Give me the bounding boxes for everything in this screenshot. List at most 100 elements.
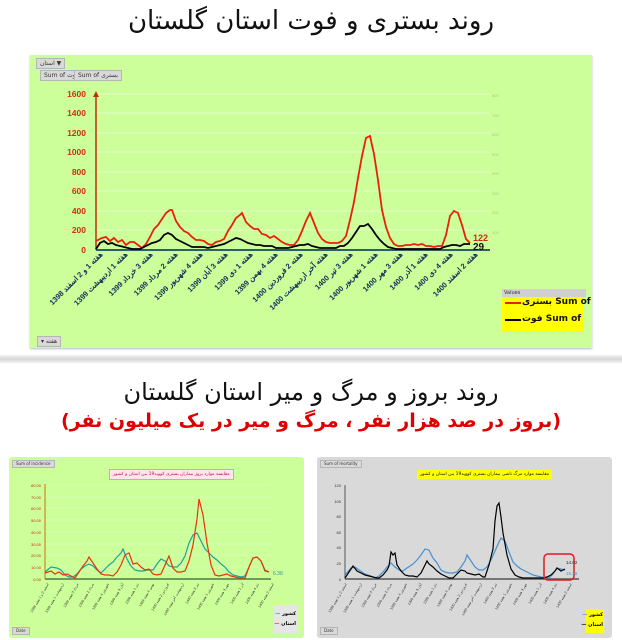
incidence-end-label: 6.38 <box>273 571 283 577</box>
y-axis-labels: 1600 1400 1200 1000 800 600 400 200 0 <box>67 89 86 255</box>
svg-text:1399 مرداد 2 هفته: 1399 مرداد 2 هفته <box>375 582 393 608</box>
svg-text:1400: 1400 <box>67 108 86 118</box>
mortality-date-chip[interactable]: Date <box>320 627 338 635</box>
deaths-line <box>95 222 470 250</box>
secondary-y-axis-labels: 800 700 600 500 400 300 200 100 <box>492 93 499 235</box>
svg-text:800: 800 <box>492 93 499 98</box>
svg-text:400: 400 <box>72 206 86 216</box>
svg-text:1399 دی 1 هفته: 1399 دی 1 هفته <box>423 582 438 605</box>
hospitalization-death-chart: استان ▼ Sum of فوت Sum of بستری ▾ هفته 1… <box>30 55 592 348</box>
svg-text:1399 مرداد 2 هفته: 1399 مرداد 2 هفته <box>77 582 95 608</box>
svg-text:1400 دی 4 هفته: 1400 دی 4 هفته <box>543 582 558 605</box>
svg-text:1600: 1600 <box>67 89 86 99</box>
svg-text:1399 شهریور 4 هفته: 1399 شهریور 4 هفته <box>389 582 408 611</box>
svg-text:1200: 1200 <box>67 128 86 138</box>
province-incidence-line <box>44 498 270 579</box>
mortality-plot: 120 100 80 60 40 20 0 14.02 15.38 1398 اسفند … <box>327 483 579 616</box>
svg-text:300: 300 <box>492 191 499 196</box>
incidence-x-labels: 1398 اسفند 2 و 1 هفته 1399 اردیبهشت 1 هف… <box>29 581 275 616</box>
svg-text:1400 مهر 3 هفته: 1400 مهر 3 هفته <box>512 582 528 605</box>
incidence-comparison-chart: Sum of incidence Date مقایسه موارد بروز … <box>9 457 304 638</box>
svg-text:700: 700 <box>492 113 499 118</box>
svg-text:1399 بهمن 4 هفته: 1399 بهمن 4 هفته <box>436 582 453 607</box>
province-mortality-end-label: 14.02 <box>566 560 578 565</box>
svg-text:40: 40 <box>337 545 342 550</box>
svg-text:10.00: 10.00 <box>31 565 42 570</box>
svg-text:500: 500 <box>492 152 499 157</box>
legend-item-country[interactable]: کشور <box>588 612 603 618</box>
legend-item-province[interactable]: استان <box>588 622 603 628</box>
svg-text:200: 200 <box>492 210 499 215</box>
gridlines <box>96 93 490 231</box>
svg-text:1400 اسفند 2 هفته: 1400 اسفند 2 هفته <box>555 582 573 609</box>
week-filter-button[interactable]: ▾ هفته <box>37 336 62 347</box>
mortality-x-labels: 1398 اسفند 2 و 1 هفته 1399 اردیبهشت 1 هف… <box>327 581 573 616</box>
svg-text:600: 600 <box>72 186 86 196</box>
svg-text:50.00: 50.00 <box>31 518 42 523</box>
section-divider <box>0 355 622 363</box>
svg-text:1399 دی 1 هفته: 1399 دی 1 هفته <box>125 582 140 605</box>
svg-text:40.00: 40.00 <box>31 530 42 535</box>
province-filter-button[interactable]: استان ▼ <box>36 58 66 69</box>
svg-text:1000: 1000 <box>67 147 86 157</box>
legend-header: Values <box>502 289 586 297</box>
svg-text:0: 0 <box>339 577 342 582</box>
svg-text:1400 آذر 1 هفته: 1400 آذر 1 هفته <box>527 581 544 605</box>
svg-text:70.00: 70.00 <box>31 495 42 500</box>
hospitalized-end-label: 122 <box>473 233 488 243</box>
legend-swatch-deaths <box>505 319 521 321</box>
svg-text:هفته 2 اسفند 1400: هفته 2 اسفند 1400 <box>431 250 479 298</box>
incidence-plot: 80.00 70.00 60.00 50.00 40.00 30.00 20.00 10.… <box>29 483 283 616</box>
mortality-chart-title: مقایسه موارد مرگ ناشی بیماران بستری کووی… <box>417 470 553 479</box>
svg-text:1400 آذر 1 هفته: 1400 آذر 1 هفته <box>229 581 246 605</box>
mortality-legend: کشور — استان — <box>581 609 604 633</box>
incidence-date-chip[interactable]: Date <box>12 627 30 635</box>
deaths-end-label: 29 <box>473 242 485 253</box>
legend-item-province[interactable]: استان <box>281 621 296 627</box>
legend-item-hospitalized[interactable]: Sum of بستری <box>522 297 591 307</box>
svg-text:1400 تیر 3 هفته: 1400 تیر 3 هفته <box>483 582 498 604</box>
svg-text:20: 20 <box>337 561 342 566</box>
country-mortality-end-label: 15.38 <box>566 571 578 576</box>
incidence-legend: کشور — استان — <box>274 605 298 633</box>
svg-text:1400 دی 4 هفته: 1400 دی 4 هفته <box>245 582 260 605</box>
legend-item-country[interactable]: کشور <box>281 611 296 617</box>
hospitalized-line <box>95 134 471 250</box>
svg-text:100: 100 <box>334 499 341 504</box>
svg-text:600: 600 <box>492 132 499 137</box>
svg-text:20.00: 20.00 <box>31 553 42 558</box>
svg-text:1399 خرداد 3 هفته: 1399 خرداد 3 هفته <box>62 581 80 608</box>
legend-swatch-hospitalized <box>505 302 521 304</box>
mortality-field-chip[interactable]: Sum of mortality <box>320 460 362 468</box>
incidence-field-chip[interactable]: Sum of incidence <box>12 460 55 468</box>
incidence-chart-title: مقایسه موارد بروز بیماران بستری کووید19 … <box>109 469 234 480</box>
bottom-title: روند بروز و مرگ و میر استان گلستان <box>123 378 499 406</box>
top-chart-legend: Sum of بستری Sum of فوت <box>502 297 591 332</box>
legend-swatch-province: — <box>581 622 587 628</box>
top-title: روند بستری و فوت استان گلستان <box>127 6 495 36</box>
highlight-box <box>543 553 575 581</box>
province-mortality-line <box>344 501 566 579</box>
svg-text:1400 شهریور 1 هفته: 1400 شهریور 1 هفته <box>494 582 513 611</box>
legend-swatch-country: — <box>582 612 588 618</box>
bottom-subtitle: (بروز در صد هزار نفر ، مرگ و میر در یک م… <box>60 410 561 432</box>
svg-text:0.00: 0.00 <box>33 577 42 582</box>
svg-text:1400 مهر 3 هفته: 1400 مهر 3 هفته <box>214 582 230 605</box>
country-mortality-line <box>344 537 566 579</box>
top-chart-plot: 1600 1400 1200 1000 800 600 400 200 0 80… <box>48 89 500 313</box>
svg-text:120: 120 <box>334 483 341 488</box>
svg-text:1399 خرداد 3 هفته: 1399 خرداد 3 هفته <box>360 581 378 608</box>
svg-text:1399 آبان 3 هفته: 1399 آبان 3 هفته <box>108 581 125 606</box>
svg-text:1400 شهریور 1 هفته: 1400 شهریور 1 هفته <box>196 582 215 611</box>
svg-text:100: 100 <box>492 230 499 235</box>
svg-text:60.00: 60.00 <box>31 506 42 511</box>
x-axis-labels: هفته 1 و 2 اسفند 1398 هفته 1 اردیبهشت 13… <box>48 249 480 313</box>
svg-text:800: 800 <box>72 167 86 177</box>
legend-swatch-country: — <box>275 611 281 617</box>
legend-item-deaths[interactable]: Sum of فوت <box>522 314 582 324</box>
field-chip-hospitalized[interactable]: Sum of بستری <box>74 70 122 81</box>
svg-text:400: 400 <box>492 171 499 176</box>
svg-text:1399 بهمن 4 هفته: 1399 بهمن 4 هفته <box>138 582 155 607</box>
mortality-comparison-chart: Sum of mortality Date مقایسه موارد مرگ ن… <box>317 457 612 638</box>
legend-swatch-province: — <box>274 621 280 627</box>
